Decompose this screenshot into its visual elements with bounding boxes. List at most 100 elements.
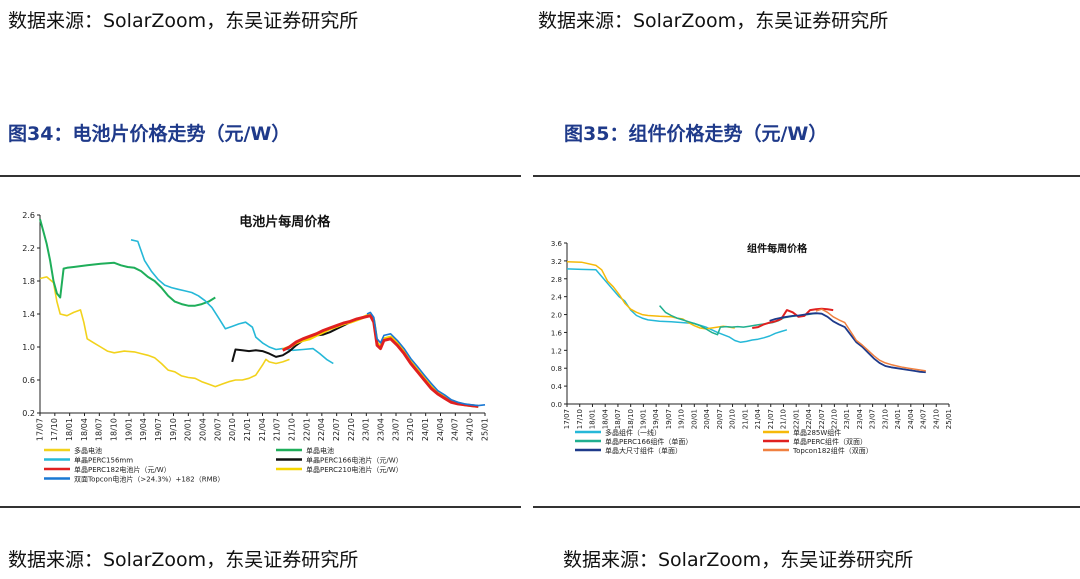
x-tick-label: 23/01 (843, 409, 851, 429)
series-line (282, 314, 479, 408)
y-tick-label: 1.4 (22, 310, 35, 319)
x-tick-label: 21/01 (243, 418, 252, 441)
legend-label: 多晶电池 (74, 446, 102, 455)
x-tick-label: 20/07 (716, 409, 724, 429)
x-tick-label: 23/04 (377, 418, 386, 441)
series-line (366, 311, 486, 407)
y-tick-label: 2.0 (551, 312, 562, 320)
y-tick-label: 2.2 (22, 244, 35, 253)
figure-title-left: 图34：电池片价格走势（元/W） (8, 123, 291, 145)
legend-label: 单晶PERC156mm (74, 456, 133, 465)
x-tick-label: 21/07 (767, 409, 775, 429)
x-tick-label: 20/07 (213, 418, 222, 441)
legend-label: 单晶大尺寸组件（单面） (605, 446, 682, 455)
x-tick-label: 20/04 (199, 418, 208, 441)
y-tick-label: 1.8 (22, 277, 35, 286)
x-tick-label: 24/07 (451, 418, 460, 441)
x-tick-label: 18/04 (80, 418, 89, 441)
legend-label: 多晶组件（一线） (605, 428, 661, 437)
cell-price-chart: 电池片每周价格 0.2 0.6 1.0 1.4 1.8 2.2 2.6 17/07 17/10 18… (22, 211, 489, 484)
x-tick-label: 22/04 (805, 408, 813, 429)
x-tick-label: 23/07 (391, 418, 400, 441)
series-line (566, 268, 788, 344)
x-tick-label: 25/01 (480, 418, 489, 441)
x-tick-label: 22/04 (317, 418, 326, 441)
x-tick-label: 21/04 (258, 418, 267, 441)
y-tick-label: 3.6 (551, 240, 563, 248)
x-tick-label: 24/04 (907, 408, 915, 429)
legend-label: 单晶PERC182电池片（元/W） (74, 465, 171, 474)
x-tick-label: 24/01 (421, 418, 430, 441)
source-note-bottom-left: 数据来源：SolarZoom，东吴证券研究所 (8, 549, 359, 571)
x-tick-label: 18/07 (614, 409, 622, 429)
x-tick-label: 17/07 (35, 418, 44, 441)
x-tick-label: 25/01 (945, 409, 953, 429)
y-tick-label: 1.6 (551, 329, 563, 337)
x-tick-label: 20/10 (729, 409, 737, 429)
x-tick-label: 24/07 (920, 409, 928, 429)
series-line (282, 312, 479, 408)
series-line (231, 316, 364, 363)
legend-label: Topcon182组件（双面） (792, 446, 873, 455)
x-tick-label: 20/04 (703, 408, 711, 429)
x-tick-label: 18/07 (95, 418, 104, 441)
x-tick-label: 23/01 (362, 418, 371, 441)
y-tick-label: 0.2 (22, 409, 35, 418)
x-tick-label: 17/07 (563, 409, 571, 429)
series-line (815, 308, 926, 372)
legend-label: 单晶PERC210电池片（元/W） (306, 465, 403, 474)
y-tick-label: 0.6 (22, 376, 35, 385)
x-tick-label: 19/07 (154, 418, 163, 441)
divider-top-left (0, 175, 521, 177)
y-tick-label: 3.2 (551, 258, 562, 266)
legend-label: 单晶285W组件 (793, 428, 841, 437)
x-tick-label: 23/10 (881, 409, 889, 429)
source-note-top-left: 数据来源：SolarZoom，东吴证券研究所 (8, 10, 359, 32)
x-tick-label: 23/07 (869, 409, 877, 429)
divider-top-right (533, 175, 1080, 177)
x-tick-label: 18/10 (627, 409, 635, 429)
x-tick-label: 19/07 (665, 409, 673, 429)
x-tick-label: 22/10 (831, 409, 839, 429)
x-tick-label: 24/01 (894, 409, 902, 429)
x-tick-label: 21/10 (780, 409, 788, 429)
chart-title: 组件每周价格 (747, 242, 808, 255)
series-line (39, 218, 216, 307)
source-note-top-right: 数据来源：SolarZoom，东吴证券研究所 (538, 10, 889, 32)
x-tick-label: 18/01 (65, 418, 74, 441)
x-tick-label: 19/04 (139, 418, 148, 441)
x-tick-label: 24/10 (466, 418, 475, 441)
x-tick-label: 19/04 (652, 408, 660, 429)
x-tick-label: 17/10 (50, 418, 59, 441)
figure-title-right: 图35：组件价格走势（元/W） (564, 123, 828, 145)
y-tick-label: 0.0 (551, 401, 562, 409)
legend-label: 单晶PERC166电池片（元/W） (306, 456, 403, 465)
y-tick-label: 2.6 (22, 211, 35, 220)
x-tick-label: 17/10 (576, 409, 584, 429)
source-note-bottom-right: 数据来源：SolarZoom，东吴证券研究所 (563, 549, 914, 571)
x-tick-label: 20/01 (184, 418, 193, 441)
legend-label: 单晶电池 (306, 446, 334, 455)
x-tick-label: 21/10 (288, 418, 297, 441)
x-tick-label: 19/01 (124, 418, 133, 441)
legend-label: 单晶PERC166组件（单面） (605, 437, 692, 446)
x-tick-label: 22/01 (792, 409, 800, 429)
module-price-chart: 组件每周价格 0.0 0.4 0.8 1.2 1.6 2.0 2.4 2.8 3.2 3.6 17/0… (551, 240, 953, 455)
x-tick-label: 22/10 (347, 418, 356, 441)
y-tick-label: 2.8 (551, 276, 562, 284)
x-tick-label: 18/04 (601, 408, 609, 429)
series-line (659, 305, 819, 336)
x-tick-label: 20/01 (690, 409, 698, 429)
y-tick-label: 0.8 (551, 365, 562, 373)
y-tick-label: 0.4 (551, 383, 563, 391)
divider-bottom-left (0, 506, 521, 508)
x-tick-label: 22/07 (818, 409, 826, 429)
x-tick-label: 19/01 (640, 409, 648, 429)
x-tick-label: 18/01 (589, 409, 597, 429)
series-line (130, 239, 334, 365)
x-tick-label: 19/10 (169, 418, 178, 441)
x-tick-label: 19/10 (678, 409, 686, 429)
y-tick-label: 2.4 (551, 294, 563, 302)
x-tick-label: 18/10 (110, 418, 119, 441)
x-tick-label: 20/10 (228, 418, 237, 441)
